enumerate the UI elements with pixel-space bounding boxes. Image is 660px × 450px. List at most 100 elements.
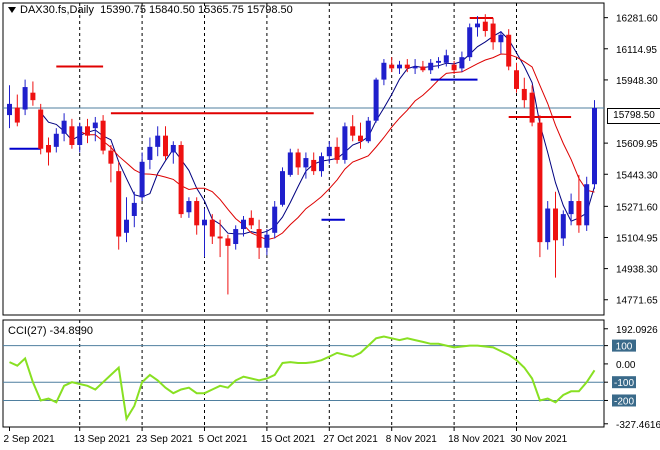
candle-body (443, 55, 449, 63)
candle-body (38, 109, 44, 149)
candle-body (178, 144, 184, 215)
candle-body (7, 103, 12, 116)
candle-body (280, 171, 285, 205)
candle-body (272, 206, 278, 233)
y-tick-label: 15948.30 (616, 76, 658, 87)
candle-body (22, 87, 28, 110)
cci-line (9, 335, 596, 422)
candle-body (92, 122, 98, 129)
candle-body (108, 150, 114, 164)
candle-body (451, 64, 457, 71)
candle-body (311, 159, 317, 172)
fast-moving-average (40, 31, 595, 235)
candle-body (498, 34, 504, 43)
cci-y-tick-label: -327.4616 (616, 420, 660, 431)
candle-body (545, 208, 551, 243)
ohlc-values: 15390.75 15840.50 15365.75 15798.50 (100, 4, 293, 16)
y-tick-label: 15443.30 (616, 170, 658, 181)
candle-body (217, 236, 223, 239)
candle-body (506, 34, 512, 67)
candle-body (428, 62, 434, 71)
x-tick-label: 18 Nov 2021 (448, 434, 505, 445)
candle-body (420, 66, 426, 71)
candle-body (553, 208, 558, 241)
candle-body (389, 64, 395, 69)
candle-body (404, 64, 410, 69)
candle-body (139, 161, 145, 198)
candle-body (358, 135, 363, 142)
candle-body (287, 152, 293, 175)
cci-y-tick-label: 0.00 (616, 360, 636, 371)
candle-body (248, 217, 254, 226)
y-tick-label: 15104.95 (616, 233, 658, 244)
candle-body (264, 234, 270, 248)
candle-body (202, 219, 207, 226)
candle-body (163, 135, 168, 157)
candle-body (467, 27, 473, 58)
candle-body (475, 23, 480, 28)
candle-body (155, 135, 161, 147)
y-tick-label: 16114.95 (616, 45, 657, 56)
x-tick-label: 13 Sep 2021 (74, 434, 131, 445)
candle-body (116, 171, 122, 237)
cci-level-badge (612, 394, 636, 407)
y-tick-label: 16281.60 (616, 14, 658, 25)
candle-body (521, 88, 527, 101)
cci-level-badge (612, 376, 636, 389)
candle-body (30, 92, 36, 101)
cci-panel-frame (2, 319, 605, 428)
candle-body (326, 146, 332, 157)
candle-body (256, 229, 262, 248)
candle-body (46, 144, 51, 153)
x-tick-label: 5 Oct 2021 (199, 434, 248, 445)
y-tick-label: 14771.65 (616, 296, 658, 307)
candle-body (529, 92, 535, 123)
candle-body (147, 146, 153, 160)
candle-body (350, 126, 356, 136)
candle-body (319, 156, 324, 172)
candle-body (514, 70, 519, 89)
candle-body (69, 126, 75, 145)
candle-body (53, 133, 59, 147)
y-tick-label: 15271.60 (616, 202, 658, 213)
x-tick-label: 15 Oct 2021 (261, 434, 316, 445)
candle-body (124, 219, 129, 233)
dropdown-arrow-icon[interactable] (8, 7, 16, 14)
candle-body (295, 152, 301, 168)
x-tick-label: 23 Sep 2021 (136, 434, 193, 445)
candle-body (568, 201, 574, 215)
candle-body (381, 62, 387, 80)
candle-body (373, 79, 379, 121)
candle-body (61, 120, 67, 134)
candle-body (100, 120, 106, 151)
candle-body (77, 126, 83, 145)
y-tick-label: 14938.30 (616, 265, 658, 276)
candle-body (537, 122, 543, 243)
candle-body (225, 238, 231, 246)
candle-body (576, 201, 582, 226)
cci-level-label: 100 (616, 342, 633, 353)
cci-y-tick-label: 192.0926 (616, 325, 658, 336)
candle-body (233, 229, 239, 245)
price-panel-frame (2, 2, 605, 316)
candle-body (412, 66, 418, 69)
candle-body (131, 202, 137, 216)
x-tick-label: 27 Oct 2021 (323, 434, 378, 445)
candle-body (592, 107, 597, 185)
y-tick-label: 15609.95 (616, 139, 658, 150)
candle-body (342, 126, 348, 160)
symbol-label: DAX30.fs,Daily (20, 4, 94, 16)
cci-level-label: -200 (614, 396, 634, 407)
cci-level-label: -100 (614, 378, 634, 389)
candle-body (14, 107, 20, 123)
x-tick-label: 2 Sep 2021 (4, 434, 56, 445)
x-tick-label: 8 Nov 2021 (386, 434, 438, 445)
cci-title: CCI(27) -34.8990 (8, 325, 93, 337)
candle-body (303, 158, 309, 168)
candle-body (209, 219, 215, 237)
candle-body (436, 60, 441, 63)
candle-body (334, 146, 340, 160)
current-price-badge: 15798.50 (607, 108, 660, 124)
candle-body (85, 126, 90, 136)
